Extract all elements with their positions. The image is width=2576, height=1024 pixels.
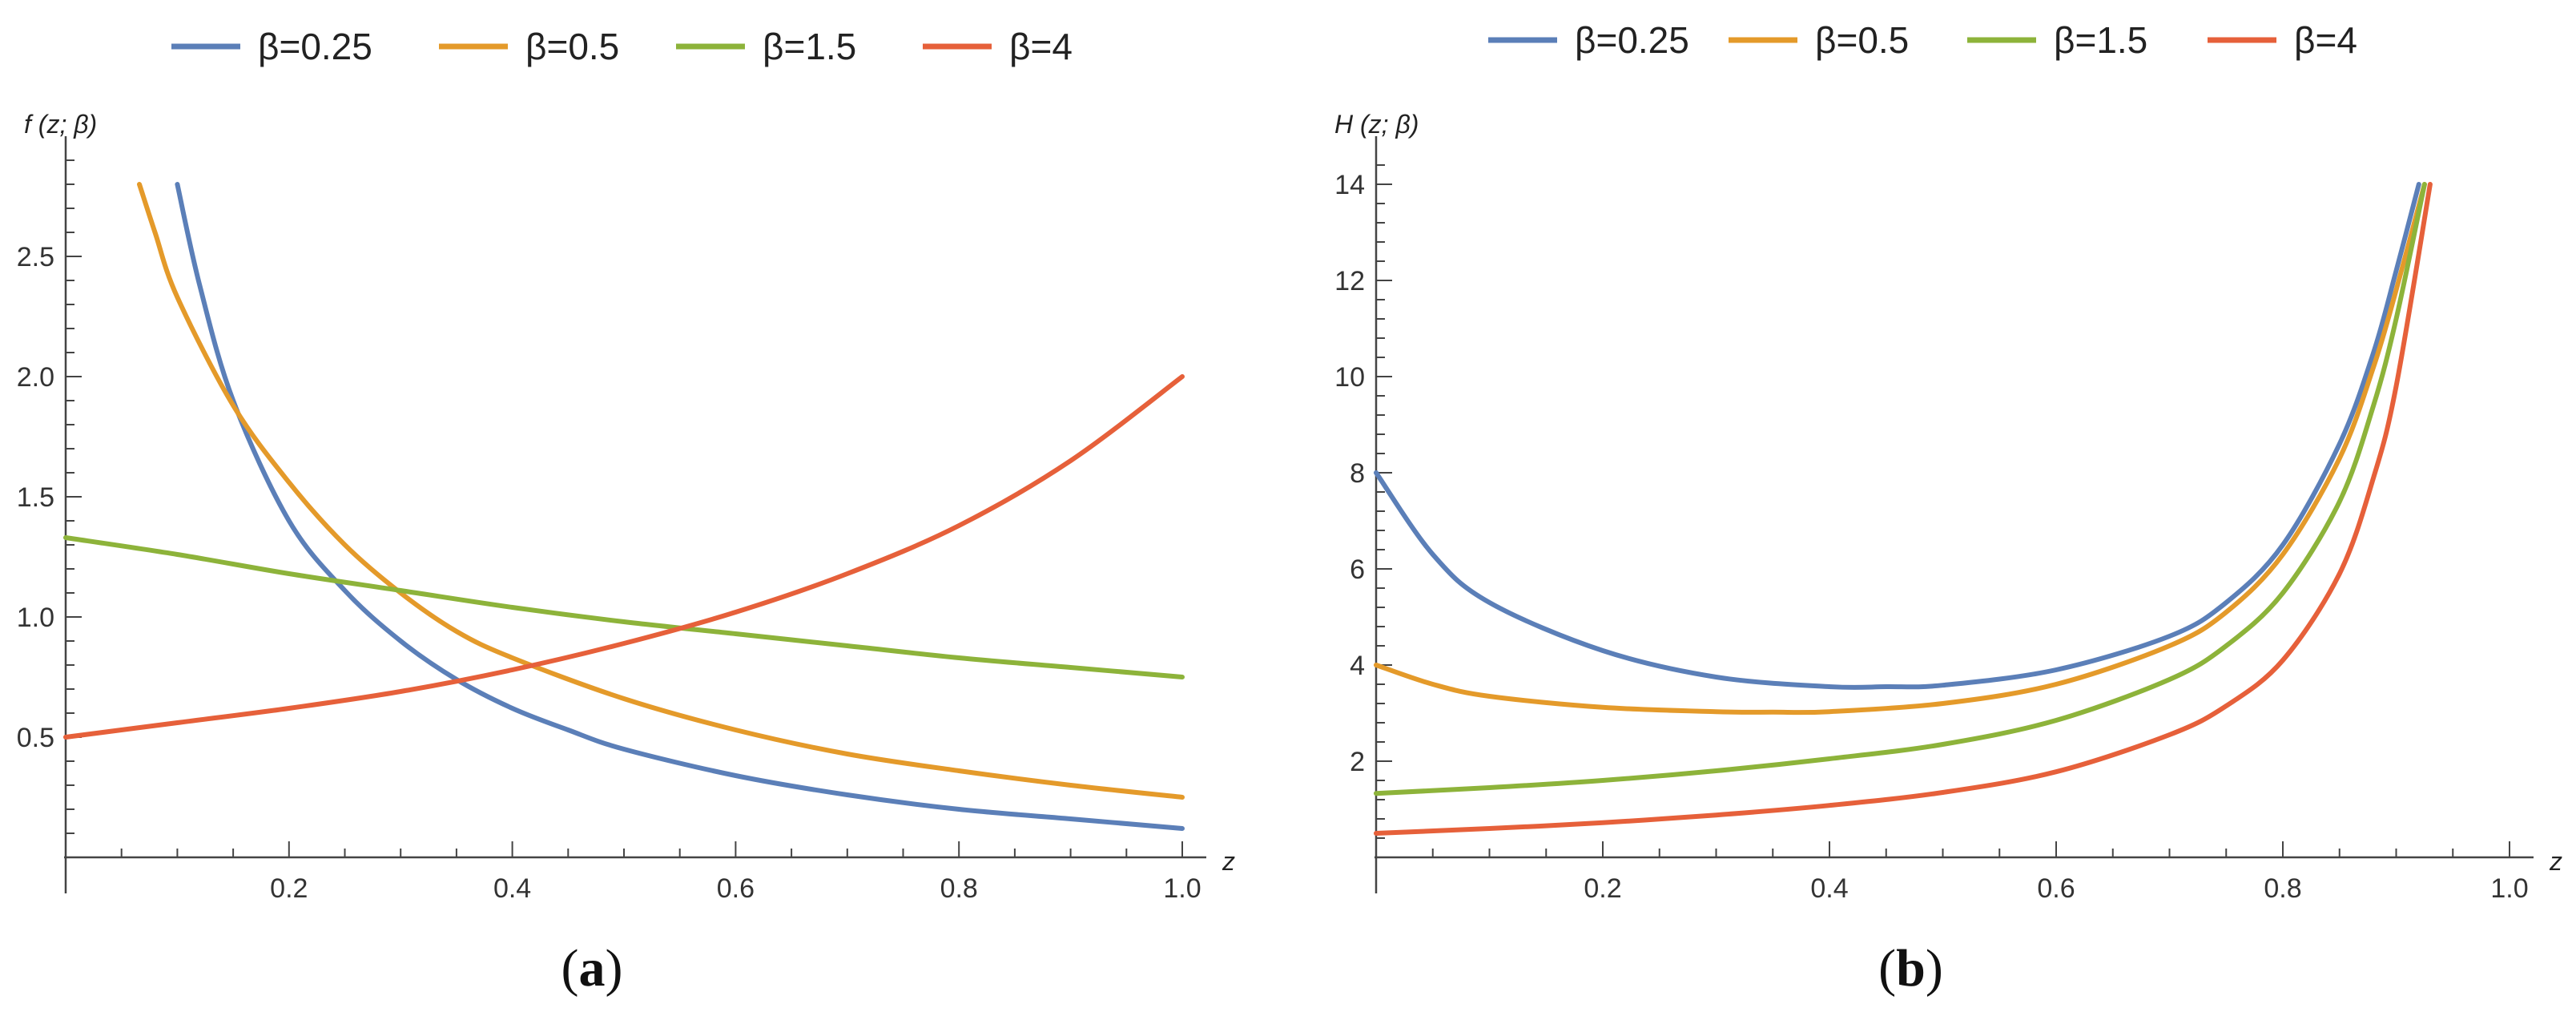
y-tick-label: 2.5 [17, 242, 54, 272]
panel-label: (b) [1878, 939, 1943, 998]
y-tick-label: 2.0 [17, 362, 54, 393]
x-tick-label: 0.8 [2264, 873, 2301, 904]
y-tick-label: 2 [1350, 747, 1365, 777]
y-tick-label: 1.5 [17, 482, 54, 513]
y-tick-label: 1.0 [17, 603, 54, 633]
legend-entry-label: β=0.25 [1575, 19, 1689, 61]
x-tick-label: 1.0 [2490, 873, 2528, 904]
legend-entry-label: β=0.25 [258, 26, 372, 67]
x-tick-label: 0.4 [1810, 873, 1848, 904]
y-tick-label: 8 [1350, 458, 1365, 489]
y-axis-label: H (z; β) [1334, 110, 1419, 139]
series-line-3 [1374, 182, 2433, 836]
y-tick-label: 4 [1350, 651, 1365, 681]
x-tick-label: 1.0 [1163, 873, 1201, 904]
legend-entry-label: β=0.5 [525, 26, 619, 67]
y-tick-label: 14 [1334, 170, 1365, 200]
y-tick-label: 6 [1350, 554, 1365, 585]
legend-entry-label: β=1.5 [2054, 19, 2147, 61]
series-line-0 [175, 182, 1185, 831]
x-tick-label: 0.4 [493, 873, 531, 904]
y-tick-label: 12 [1334, 266, 1365, 296]
x-tick-label: 0.2 [270, 873, 308, 904]
panel-b: 0.2 0.4 0.6 0.8 1.0 2 4 6 8 10 12 14 z H (z; β) β=0.25… [1334, 19, 2562, 998]
series-line-2 [1374, 182, 2427, 796]
series-line-1 [1374, 182, 2427, 716]
series-line-2 [63, 535, 1185, 679]
panel-a: 0.2 0.4 0.6 0.8 1.0 0.5 1.0 1.5 2.0 2.5 z f (z; β) β… [17, 26, 1235, 998]
legend-entry-label: β=1.5 [763, 26, 856, 67]
panel-label: (a) [561, 939, 623, 998]
y-axis-label: f (z; β) [24, 110, 97, 139]
x-tick-label: 0.6 [717, 873, 755, 904]
y-tick-label: 0.5 [17, 723, 54, 753]
legend-entry-label: β=0.5 [1815, 19, 1909, 61]
x-tick-label: 0.6 [2037, 873, 2075, 904]
x-tick-label: 0.2 [1584, 873, 1621, 904]
legend-entry-label: β=4 [1009, 26, 1073, 67]
series-line-1 [137, 182, 1185, 800]
legend-entry-label: β=4 [2294, 19, 2357, 61]
y-tick-label: 10 [1334, 362, 1365, 393]
series-line-0 [1374, 182, 2421, 690]
x-axis-label: z [1222, 847, 1235, 876]
x-tick-label: 0.8 [940, 873, 978, 904]
x-axis-label: z [2549, 847, 2562, 876]
series-line-3 [63, 374, 1185, 740]
